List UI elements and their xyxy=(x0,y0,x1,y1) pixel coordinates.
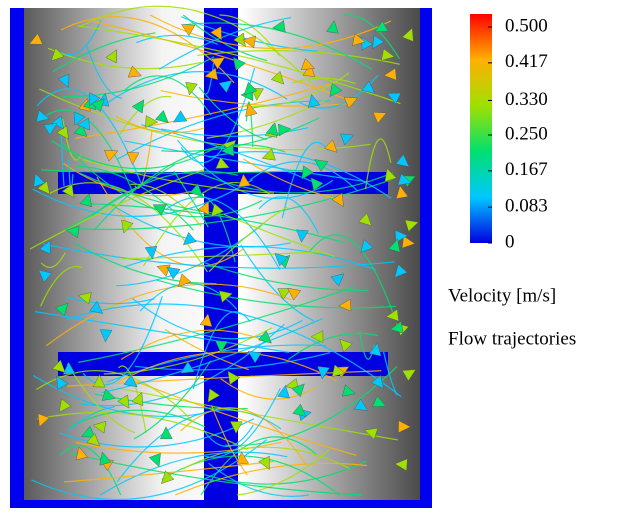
figure: Velocity [m/s] Flow trajectories 0.500 0.… xyxy=(0,0,627,515)
colorbar-tick-label: 0.167 xyxy=(505,159,548,180)
colorbar-tick-label: 0.500 xyxy=(505,15,548,36)
colorbar-title: Velocity [m/s] xyxy=(448,285,556,306)
flow-field xyxy=(10,6,432,508)
colorbar-tick-label: 0 xyxy=(505,231,515,252)
caption: Flow trajectories xyxy=(448,328,576,349)
colorbar-tick-label: 0.083 xyxy=(505,196,548,217)
colorbar-tick-label: 0.250 xyxy=(505,123,548,144)
colorbar-tick-label: 0.417 xyxy=(505,51,548,72)
colorbar-tick-label: 0.330 xyxy=(505,89,548,110)
colorbar-gradient xyxy=(470,14,492,243)
colorbar xyxy=(470,14,492,243)
